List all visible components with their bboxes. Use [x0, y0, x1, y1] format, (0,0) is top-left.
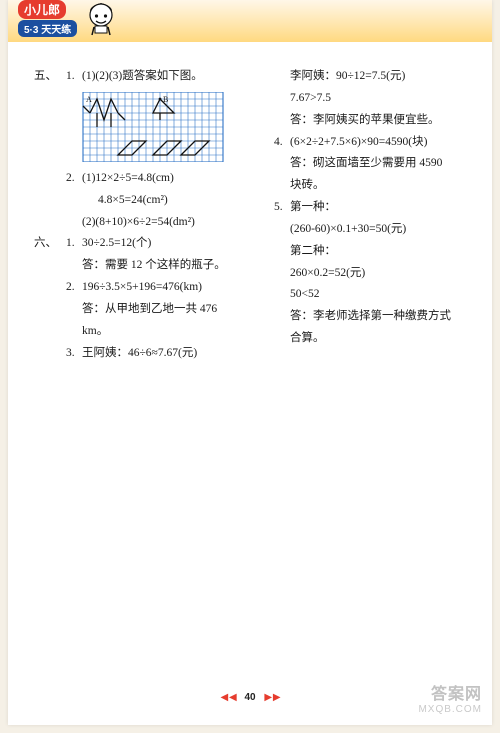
- calc-line: 7.67>7.5: [290, 88, 466, 110]
- left-column: 五、 1. (1)(2)(3)题答案如下图。: [34, 66, 250, 364]
- watermark-url: MXQB.COM: [418, 704, 482, 715]
- item-text: (1)(2)(3)题答案如下图。: [82, 66, 203, 88]
- item-number: 3.: [66, 343, 82, 365]
- watermark: 答案网 MXQB.COM: [418, 680, 482, 715]
- calc-line: 50<52: [290, 284, 466, 306]
- calc-line: 4.8×5=24(cm²): [82, 190, 242, 212]
- item-number: 1.: [66, 66, 82, 88]
- section-five: 五、 1. (1)(2)(3)题答案如下图。: [34, 66, 242, 88]
- answer-line: 答：从甲地到乙地一共 476 km。: [82, 299, 242, 343]
- calc-line: 王阿姨：46÷6≈7.67(元): [82, 343, 197, 365]
- figure-label-a: A: [86, 95, 92, 104]
- brand-block: 小儿郎 5·3 天天练: [18, 0, 77, 38]
- page-number: 40: [244, 692, 255, 703]
- calc-line: 30÷2.5=12(个): [82, 233, 242, 255]
- calc-line: (6×2÷2+7.5×6)×90=4590(块): [290, 132, 466, 154]
- calc-line: (1)12×2÷5=4.8(cm): [82, 168, 242, 190]
- item-number: 2.: [66, 168, 82, 234]
- section-label: 六、: [34, 233, 66, 364]
- answer-line: 答：李老师选择第一种缴费方式: [290, 306, 466, 328]
- answer-line: 答：需要 12 个这样的瓶子。: [82, 255, 242, 277]
- section-six: 六、 1. 30÷2.5=12(个) 答：需要 12 个这样的瓶子。 2. 19…: [34, 233, 242, 364]
- calc-line: 李阿姨：90÷12=7.5(元): [290, 66, 466, 88]
- calc-line: 第二种：: [290, 241, 466, 263]
- answer-line: 答：砌这面墙至少需要用 4590: [290, 153, 466, 175]
- footer-right-icon: ▶ ▶: [264, 692, 279, 703]
- item-number: 2.: [66, 277, 82, 343]
- answer-line: 答：李阿姨买的苹果便宜些。: [290, 110, 466, 132]
- answer-line: 块砖。: [290, 175, 466, 197]
- footer-left-icon: ◀ ◀: [220, 692, 235, 703]
- item-number: 1.: [66, 233, 82, 277]
- item-number: 4.: [274, 132, 290, 198]
- item-number: 5.: [274, 197, 290, 350]
- content-area: 五、 1. (1)(2)(3)题答案如下图。: [8, 42, 492, 364]
- calc-line: 196÷3.5×5+196=476(km): [82, 277, 242, 299]
- mascot-icon: [82, 0, 120, 41]
- calc-line: 第一种：: [290, 197, 466, 219]
- brand-name: 小儿郎: [18, 0, 66, 19]
- calc-line: (2)(8+10)×6÷2=54(dm²): [82, 212, 242, 234]
- right-column: 李阿姨：90÷12=7.5(元) 7.67>7.5 答：李阿姨买的苹果便宜些。 …: [250, 66, 466, 364]
- page: 小儿郎 5·3 天天练 五、 1. (1)(2)(: [8, 0, 492, 725]
- answer-figure: A B: [82, 92, 224, 162]
- brand-subtitle: 5·3 天天练: [18, 20, 77, 37]
- page-header: 小儿郎 5·3 天天练: [8, 0, 492, 42]
- watermark-title: 答案网: [418, 680, 482, 704]
- calc-line: 260×0.2=52(元): [290, 263, 466, 285]
- figure-label-b: B: [163, 95, 168, 104]
- calc-line: (260-60)×0.1+30=50(元): [290, 219, 466, 241]
- answer-line: 合算。: [290, 328, 466, 350]
- section-label: 五、: [34, 66, 66, 88]
